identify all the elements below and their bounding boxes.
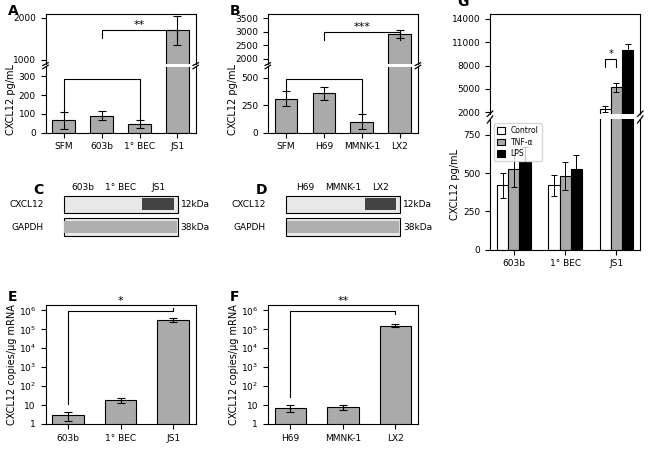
Text: B: B	[230, 5, 241, 18]
Text: CXCL12: CXCL12	[231, 200, 266, 209]
Bar	[389, 34, 411, 113]
Bar	[64, 221, 177, 233]
Text: E: E	[8, 290, 18, 304]
Text: GAPDH: GAPDH	[234, 223, 266, 231]
Bar	[286, 218, 400, 236]
Text: F: F	[230, 290, 240, 304]
Bar	[389, 0, 411, 133]
Bar	[571, 124, 582, 128]
Bar	[274, 408, 306, 451]
Y-axis label: CXCL12 copies/µg mRNA: CXCL12 copies/µg mRNA	[229, 304, 239, 425]
Text: *: *	[118, 296, 124, 306]
Text: MMNK-1: MMNK-1	[325, 183, 361, 192]
Text: A: A	[8, 5, 19, 18]
Bar	[327, 407, 359, 451]
Text: D: D	[255, 183, 267, 197]
Bar	[519, 162, 531, 250]
Text: C: C	[34, 183, 44, 197]
Bar	[622, 50, 633, 128]
Bar	[571, 169, 582, 250]
Bar	[166, 0, 189, 133]
Bar	[611, 87, 622, 128]
Bar	[274, 104, 297, 113]
Bar	[497, 124, 508, 128]
Bar	[497, 185, 508, 250]
Bar	[350, 110, 373, 113]
Y-axis label: CXCL12 pg/mL: CXCL12 pg/mL	[450, 149, 460, 220]
Bar	[128, 100, 151, 102]
Bar	[548, 124, 560, 128]
Text: ***: ***	[354, 22, 370, 32]
Bar	[560, 176, 571, 250]
Bar	[128, 124, 151, 133]
Bar	[286, 196, 400, 213]
Bar	[519, 123, 531, 128]
Text: LX2: LX2	[372, 183, 389, 192]
Bar	[611, 0, 622, 250]
Bar	[53, 120, 75, 133]
Text: 1° BEC: 1° BEC	[105, 183, 136, 192]
Text: JS1: JS1	[151, 183, 165, 192]
Bar	[90, 116, 113, 133]
Bar	[157, 320, 189, 451]
Bar	[365, 198, 396, 211]
Bar	[508, 124, 519, 128]
Text: GAPDH: GAPDH	[12, 223, 44, 231]
Text: **: **	[337, 296, 348, 306]
Text: G: G	[457, 0, 469, 9]
Bar	[548, 185, 560, 250]
Y-axis label: CXCL12 pg/mL: CXCL12 pg/mL	[6, 64, 16, 135]
Bar	[599, 109, 611, 128]
Bar	[90, 98, 113, 102]
Bar	[64, 196, 177, 213]
Bar	[380, 326, 411, 451]
Bar	[350, 122, 373, 133]
Bar	[622, 0, 633, 250]
Bar	[560, 124, 571, 128]
Text: 12kDa: 12kDa	[403, 200, 432, 209]
Text: CXCL12: CXCL12	[9, 200, 44, 209]
Text: 38kDa: 38kDa	[403, 223, 432, 231]
Bar	[313, 103, 335, 113]
Text: H69: H69	[296, 183, 315, 192]
Bar	[53, 415, 84, 451]
Legend: Control, TNF-α, LPS: Control, TNF-α, LPS	[494, 123, 541, 161]
Bar	[53, 99, 75, 102]
Y-axis label: CXCL12 copies/µg mRNA: CXCL12 copies/µg mRNA	[7, 304, 17, 425]
Text: **: **	[134, 20, 145, 30]
Text: *: *	[608, 49, 613, 59]
Bar	[599, 0, 611, 250]
Bar	[287, 221, 399, 233]
Bar	[166, 30, 189, 102]
Bar	[313, 93, 335, 133]
Bar	[508, 169, 519, 250]
Text: 38kDa: 38kDa	[181, 223, 210, 231]
Bar	[64, 218, 177, 236]
Bar	[274, 99, 297, 133]
Text: 12kDa: 12kDa	[181, 200, 210, 209]
Text: 603b: 603b	[72, 183, 94, 192]
Y-axis label: CXCL12 pg/mL: CXCL12 pg/mL	[228, 64, 238, 135]
Bar	[105, 400, 136, 451]
Bar	[142, 198, 174, 211]
